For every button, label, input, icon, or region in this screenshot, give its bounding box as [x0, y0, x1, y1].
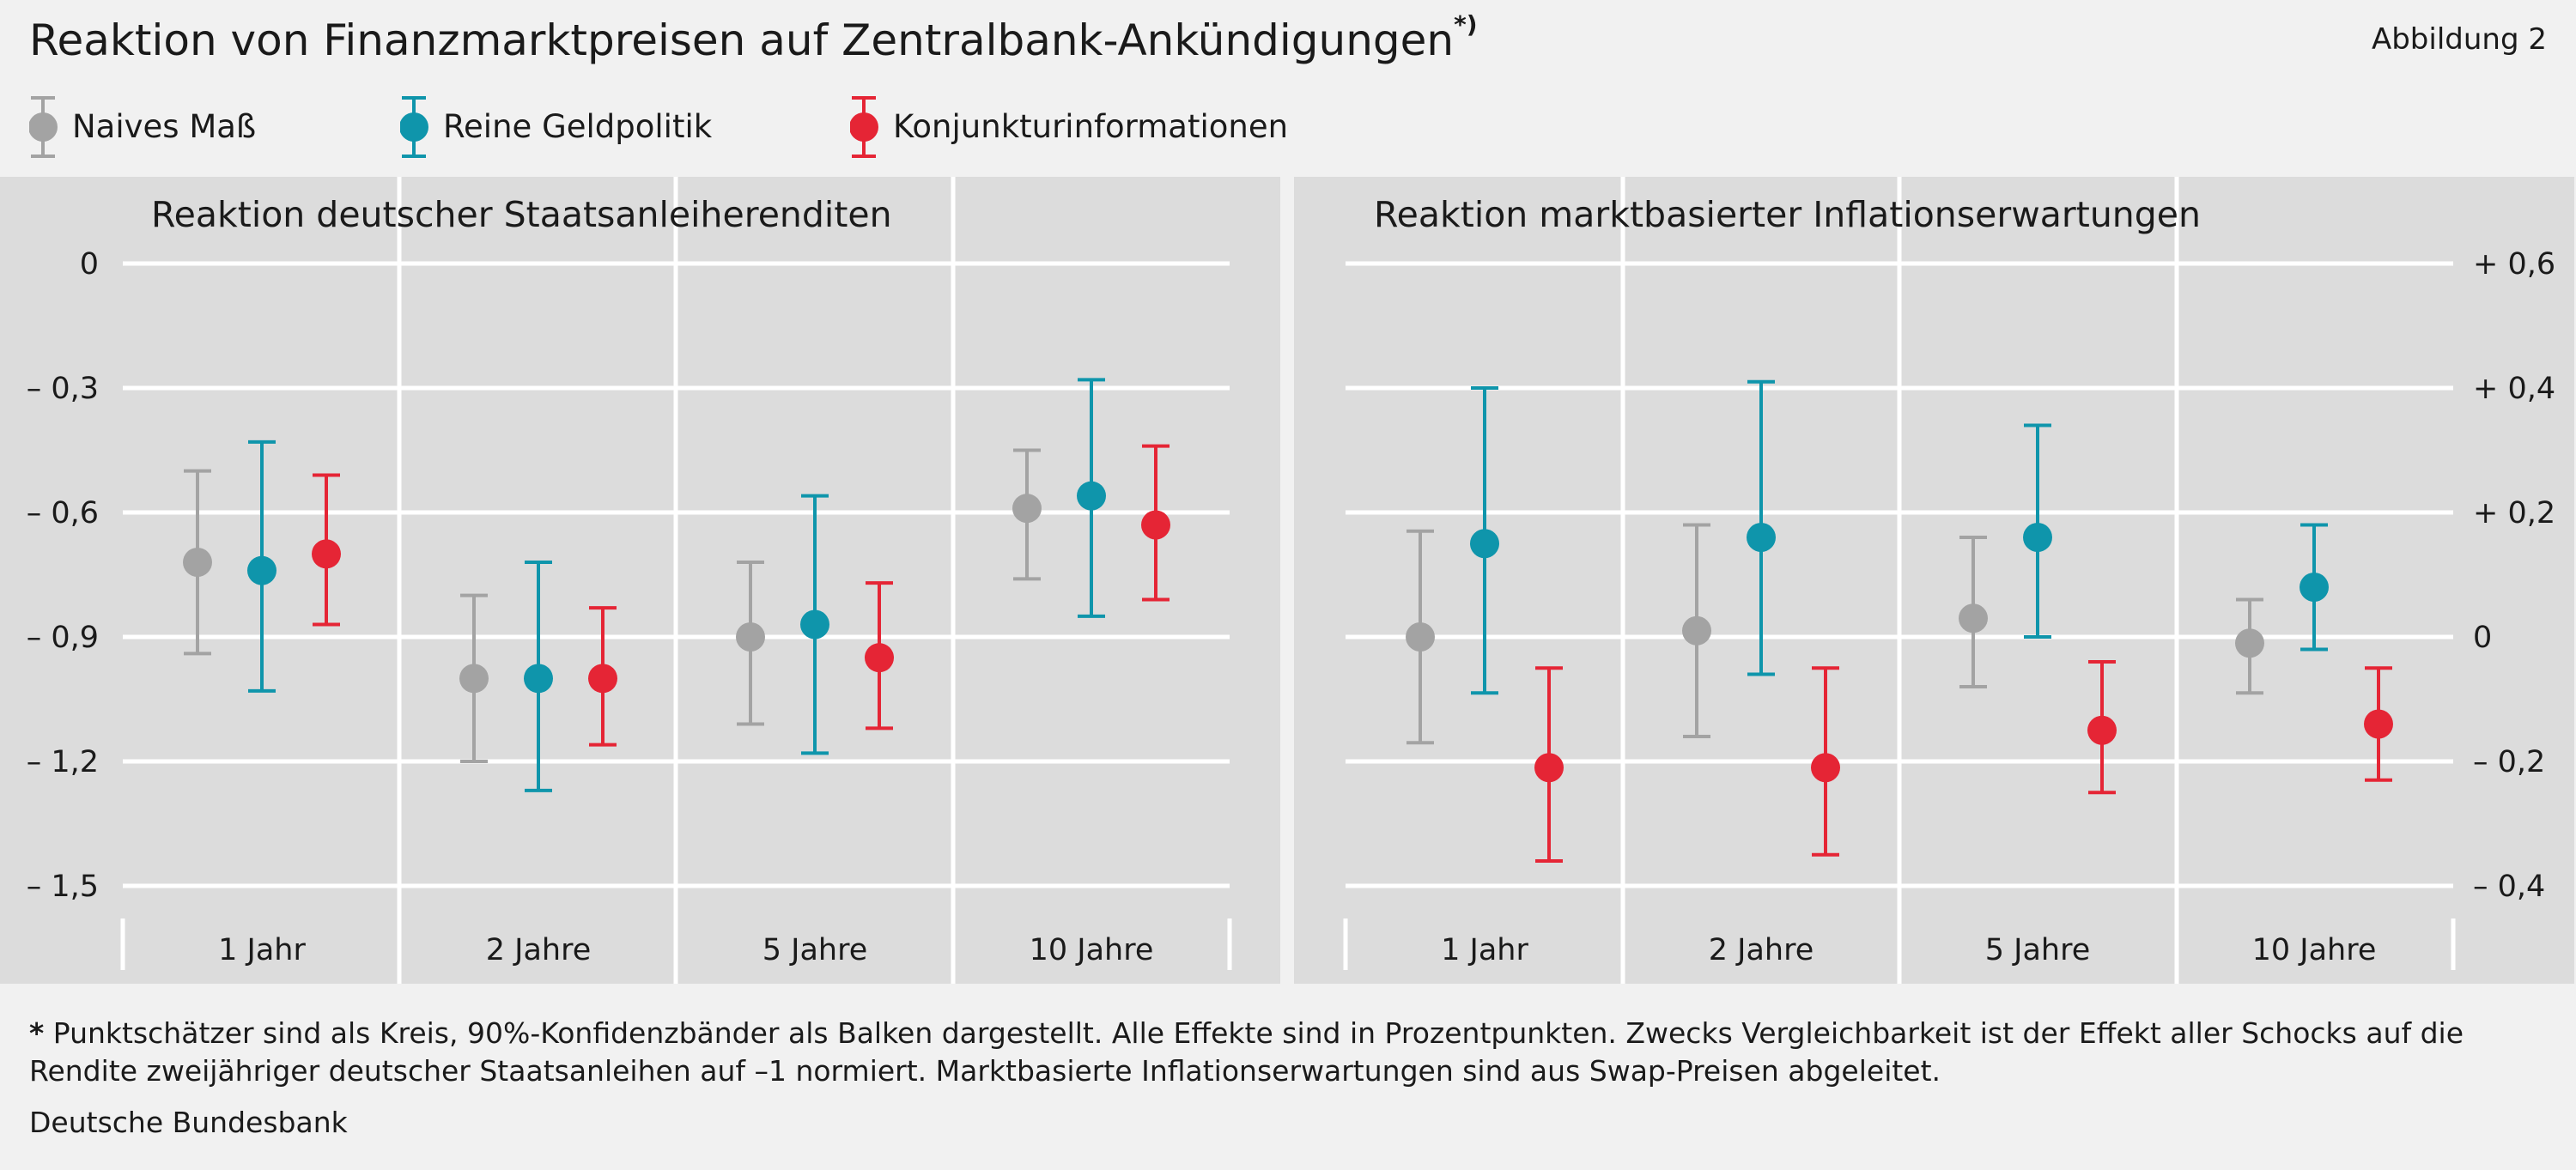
data-point	[1534, 753, 1564, 783]
data-point	[183, 548, 212, 577]
footnote-text: Punktschätzer sind als Kreis, 90%-Konfid…	[29, 1016, 2464, 1088]
data-point	[2364, 709, 2393, 739]
source: Deutsche Bundesbank	[29, 1106, 348, 1139]
panel-background	[1294, 177, 2574, 984]
legend-dot	[29, 112, 58, 142]
legend-marker-icon	[29, 96, 58, 158]
legend-marker-icon	[850, 96, 878, 158]
x-tick-label: 2 Jahre	[1709, 933, 1814, 967]
legend-marker-icon	[400, 96, 428, 158]
y-tick-label: – 0,6	[27, 496, 99, 530]
y-tick-label: + 0,4	[2473, 372, 2555, 406]
data-point	[1811, 753, 1840, 783]
footnote: * Punktschätzer sind als Kreis, 90%-Konf…	[29, 1015, 2549, 1090]
data-point	[1682, 615, 1711, 646]
data-point	[1077, 481, 1106, 511]
y-tick-label: – 0,3	[27, 372, 99, 406]
y-tick-label: – 1,2	[27, 745, 99, 779]
panel-inflation-expectations: + 0,6 + 0,4 + 0,2 0 – 0,2 – 0,4 Reaktion markt…	[1294, 177, 2574, 984]
legend-label: Naives Maß	[72, 108, 257, 145]
y-tick-label: – 0,2	[2473, 745, 2545, 779]
y-tick-label: + 0,2	[2473, 496, 2555, 530]
data-point	[1012, 494, 1042, 524]
x-tick-label: 10 Jahre	[2252, 933, 2377, 967]
chart-title-text: Reaktion von Finanzmarktpreisen auf Zent…	[29, 15, 1455, 65]
panel-title: Reaktion deutscher Staatsanleiherenditen	[151, 194, 892, 235]
panel-bond-yields: 0 – 0,3 – 0,6 – 0,9 – 1,2 – 1,5 Reaktion deuts…	[0, 177, 1280, 984]
chart-title: Reaktion von Finanzmarktpreisen auf Zent…	[29, 10, 1478, 65]
legend-dot	[850, 112, 878, 142]
data-point	[524, 664, 553, 694]
x-tick-label: 10 Jahre	[1030, 933, 1154, 967]
y-tick-label: + 0,6	[2473, 247, 2555, 282]
legend-dot	[400, 112, 428, 142]
data-point	[1141, 510, 1170, 540]
data-point	[459, 664, 489, 694]
y-tick-label: 0	[2473, 621, 2492, 655]
data-point	[1747, 523, 1776, 552]
data-point	[1406, 622, 1435, 652]
data-point	[1959, 603, 1988, 633]
data-point	[2300, 573, 2329, 602]
data-point	[1470, 529, 1499, 559]
x-tick-label: 1 Jahr	[1441, 933, 1528, 967]
data-point	[2235, 628, 2264, 658]
legend-label: Konjunkturinformationen	[893, 108, 1289, 145]
chart-area: 0 – 0,3 – 0,6 – 0,9 – 1,2 – 1,5 Reaktion deuts…	[0, 163, 2576, 997]
x-tick-label: 1 Jahr	[218, 933, 306, 967]
data-point	[736, 622, 765, 652]
y-tick-label: – 1,5	[27, 870, 99, 904]
legend: Naives Maß Reine Geldpolitik Konjunkturi…	[0, 94, 2576, 163]
data-point	[865, 643, 894, 673]
footnote-marker: *	[29, 1016, 45, 1050]
data-point	[2023, 523, 2052, 552]
title-footnote-marker: *)	[1454, 10, 1478, 39]
data-point	[247, 555, 276, 585]
data-point	[588, 664, 617, 694]
legend-label: Reine Geldpolitik	[443, 108, 713, 145]
x-tick-label: 5 Jahre	[762, 933, 868, 967]
figure-label: Abbildung 2	[2371, 22, 2547, 57]
x-tick-label: 2 Jahre	[486, 933, 592, 967]
panel-title: Reaktion marktbasierter Inflationserwart…	[1374, 194, 2201, 235]
data-point	[312, 539, 341, 569]
y-tick-label: – 0,4	[2473, 870, 2545, 904]
y-tick-label: – 0,9	[27, 621, 99, 655]
data-point	[2087, 715, 2117, 745]
data-point	[800, 609, 829, 640]
x-tick-label: 5 Jahre	[1985, 933, 2091, 967]
panel-background	[0, 177, 1280, 984]
y-tick-label: 0	[80, 247, 99, 282]
